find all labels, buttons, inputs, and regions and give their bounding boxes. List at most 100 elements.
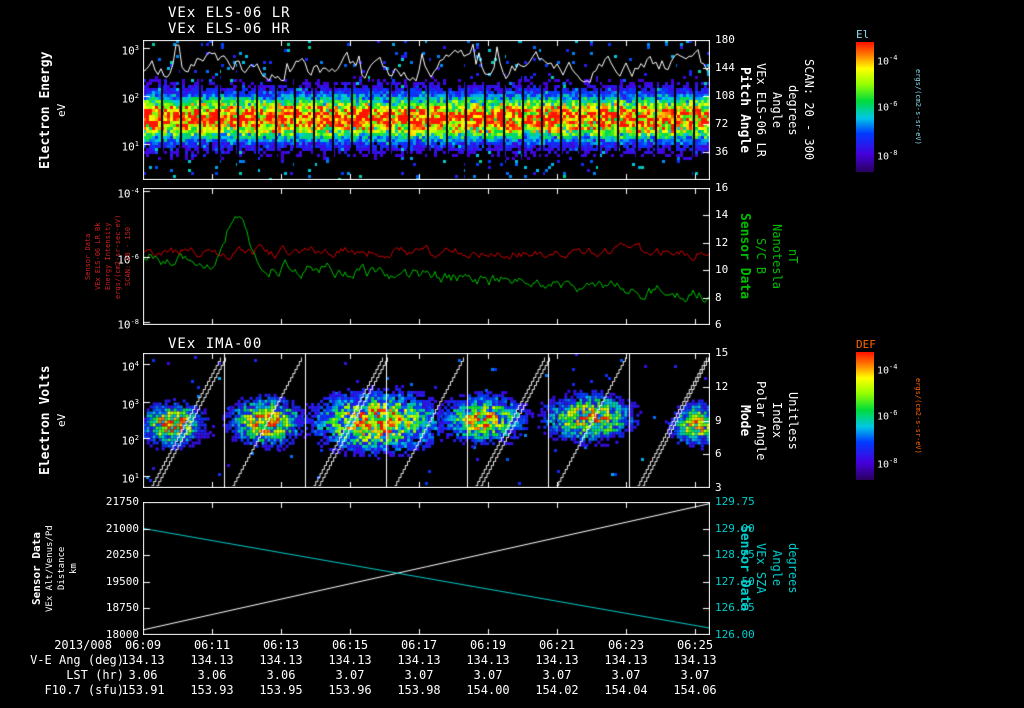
panel0-left-tick-2: 101	[121, 140, 139, 154]
table-cell-r2-c2: 153.95	[259, 683, 303, 697]
panel3-right-axis-label: Sensor Data VEx SZA Angle degrees	[737, 502, 800, 635]
panel3-right-tick-1: 129.00	[715, 521, 755, 535]
time-tick-label-7: 06:23	[607, 638, 645, 652]
table-cell-r0-c4: 134.13	[397, 653, 441, 667]
panel1-right-tick-3: 10	[715, 263, 729, 277]
table-row-label-2: F10.7 (sfu)	[44, 683, 124, 697]
panel2-right-tick-2: 9	[715, 413, 722, 427]
panel2-left-tick-0: 104	[121, 359, 139, 374]
table-cell-r0-c1: 134.13	[190, 653, 234, 667]
panel2-left-axis-label-col-1: eV	[55, 413, 68, 428]
table-cell-r2-c0: 153.91	[121, 683, 165, 697]
panel3-right-tick-2: 128.25	[715, 548, 755, 562]
panel3-left-tick-4: 18750	[105, 601, 139, 615]
time-tick-label-5: 06:19	[469, 638, 507, 652]
panel3-right-axis-label-col-0: Sensor Data	[737, 525, 752, 612]
colorbar-0	[856, 42, 874, 172]
time-tick-label-0: 06:09	[124, 638, 162, 652]
panel3-right-tick-3: 127.50	[715, 574, 755, 588]
panel3-right-axis-label-col-1: VEx SZA	[754, 543, 768, 594]
els-spectrogram-canvas	[143, 40, 710, 180]
panel3-left-axis-label: Sensor Data VEx Alt/Venus/Pd Distance km	[30, 502, 79, 635]
panel0-right-axis-label: Pitch Angle VEx ELS-06 LR Angle degrees SCAN…	[737, 40, 816, 180]
sensor-lines-canvas	[143, 188, 710, 325]
panel1-right-axis-label-col-0: Sensor Data	[737, 213, 752, 300]
panel3-right-tick-0: 129.75	[715, 495, 755, 508]
table-cell-r0-c7: 134.13	[604, 653, 648, 667]
table-cell-r0-c0: 134.13	[121, 653, 165, 667]
panel3-left-axis-label-col-2: Distance	[57, 546, 67, 591]
table-cell-r2-c7: 154.04	[604, 683, 648, 697]
table-row-label-1: LST (hr)	[66, 668, 124, 682]
ima-spectrogram-panel	[143, 353, 710, 488]
time-tick-label-4: 06:17	[400, 638, 438, 652]
panel1-right-tick-5: 6	[715, 318, 722, 331]
panel1-left-axis-label-col-0: Sensor Data	[84, 233, 92, 280]
panel2-right-axis-label: Mode Polar Angle Index Unitless	[737, 353, 800, 488]
panel1-right-tick-2: 12	[715, 235, 729, 249]
panel1-right-tick-0: 16	[715, 181, 729, 194]
altitude-sza-panel	[143, 502, 710, 635]
colorbar-1-tick-1: 10-6	[877, 409, 898, 423]
table-cell-r1-c4: 3.07	[404, 668, 434, 682]
table-cell-r1-c7: 3.07	[611, 668, 641, 682]
panel0-right-tick-2: 108	[715, 89, 735, 102]
colorbar-1-tick-0: 10-4	[877, 363, 898, 377]
panel0-right-axis-label-col-3: degrees	[786, 84, 800, 136]
time-tick-label-6: 06:21	[538, 638, 576, 652]
panel1-left-axis-label: Sensor Data VEx ELS-06 LR Bk Energy Intens…	[84, 188, 132, 325]
colorbar-0-unit-label: ergs/(cm2-s-sr-eV)	[914, 69, 922, 145]
colorbar-0-tick-0: 10-4	[877, 53, 898, 67]
table-cell-r2-c3: 153.96	[328, 683, 372, 697]
table-cell-r1-c0: 3.06	[128, 668, 158, 682]
panel1-left-tick-0: 10-4	[117, 186, 139, 201]
panel1-right-axis-label-col-1: S/C B	[754, 238, 768, 275]
panel1-left-tick-1: 10-6	[117, 252, 139, 267]
table-cell-r1-c2: 3.06	[266, 668, 296, 682]
panel0-right-tick-4: 36	[715, 145, 729, 158]
panel3-right-tick-5: 126.00	[715, 628, 755, 641]
altitude-sza-canvas	[143, 502, 710, 635]
panel0-right-tick-3: 72	[715, 117, 729, 130]
ima-spectrogram-canvas	[143, 353, 710, 488]
panel2-left-axis-label-col-0: Electron Volts	[38, 365, 53, 476]
panel1-right-tick-1: 14	[715, 208, 729, 222]
table-cell-r0-c6: 134.13	[535, 653, 579, 667]
panel3-right-axis-label-col-3: degrees	[786, 543, 800, 594]
panel3-right-tick-4: 126.75	[715, 601, 755, 615]
panel0-left-axis-label-col-0: Electron Energy	[38, 51, 53, 169]
table-cell-r1-c6: 3.07	[542, 668, 572, 682]
colorbar-1-tick-2: 10-8	[877, 456, 898, 471]
panel1-right-tick-4: 8	[715, 290, 722, 304]
time-tick-label-1: 06:11	[193, 638, 231, 652]
table-row-label-0: V-E Ang (deg)	[30, 653, 124, 667]
colorbar-0-tick-1: 10-6	[877, 100, 898, 114]
panel1-left-axis-label-col-4: SCAN: 20 - 150	[124, 227, 132, 287]
panel2-right-tick-3: 6	[715, 447, 722, 461]
panel2-right-tick-0: 15	[715, 346, 729, 359]
table-cell-r1-c1: 3.06	[197, 668, 227, 682]
panel3-left-axis-label-col-0: Sensor Data	[30, 532, 43, 605]
panel3-left-tick-0: 21750	[105, 495, 139, 508]
time-axis-date: 2013/008	[54, 638, 112, 652]
panel2-right-axis-label-col-1: Polar Angle	[754, 380, 768, 461]
panel3-left-tick-1: 21000	[105, 521, 139, 535]
colorbar-0-title: El	[856, 28, 870, 41]
panel0-left-axis-label: Electron Energy eV	[38, 40, 68, 180]
panel1-right-axis-label: Sensor Data S/C B Nanotesla nT	[737, 188, 800, 325]
time-tick-label-2: 06:13	[262, 638, 300, 652]
panel3-left-tick-2: 20250	[105, 548, 139, 562]
panel0-right-tick-0: 180	[715, 33, 735, 46]
panel0-right-axis-label-col-1: VEx ELS-06 LR	[754, 63, 768, 157]
panel2-left-tick-2: 102	[121, 434, 139, 448]
sensor-lines-panel	[143, 188, 710, 325]
panel3-right-axis-label-col-2: Angle	[770, 550, 784, 587]
panel1-left-axis-label-col-2: Energy Intensity	[104, 222, 112, 291]
panel3-left-axis-label-col-1: VEx Alt/Venus/Pd	[45, 525, 55, 612]
colorbar-1-unit-label: ergs/(cm2-s-sr-eV)	[914, 378, 922, 454]
panel2-right-axis-label-col-0: Mode	[737, 404, 752, 437]
panel0-right-axis-label-col-2: Angle	[770, 91, 784, 129]
panel1-left-axis-label-col-1: VEx ELS-06 LR Bk	[94, 222, 102, 291]
time-tick-label-3: 06:15	[331, 638, 369, 652]
colorbar-1-title: DEF	[856, 338, 876, 351]
